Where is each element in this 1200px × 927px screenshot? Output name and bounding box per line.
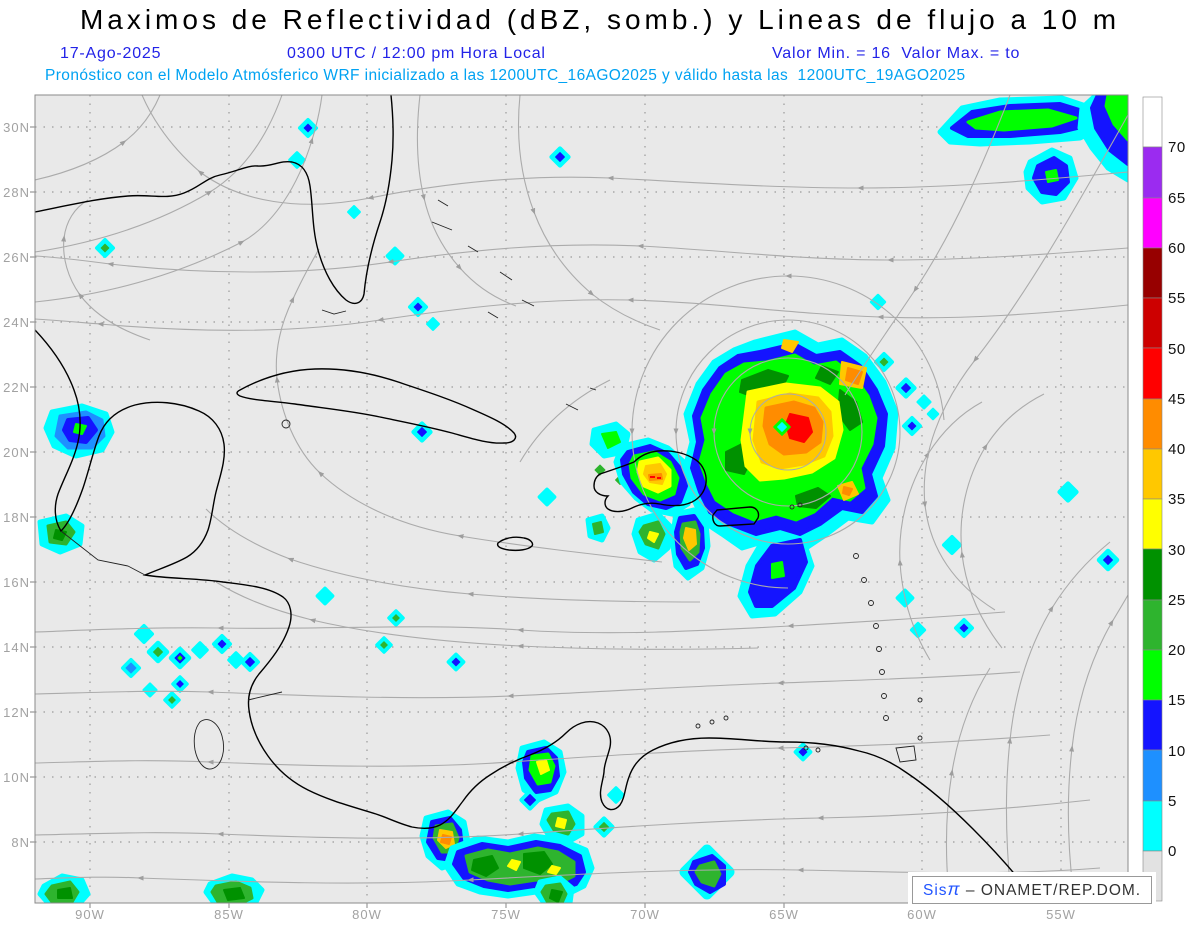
lon-axis-labels: 90W 85W 80W 75W 70W 65W 60W 55W [75, 907, 1076, 922]
colorbar: 70 65 60 55 50 45 40 35 30 25 20 15 10 5… [1142, 96, 1186, 902]
credit-pi-symbol: π [947, 879, 961, 899]
colorbar-segment [1142, 800, 1163, 852]
lat-label: 10N [3, 770, 30, 785]
lat-label: 20N [3, 445, 30, 460]
lat-label: 8N [11, 835, 30, 850]
lesser-antilles-islands [695, 502, 923, 763]
colorbar-segment [1142, 398, 1163, 450]
lon-label: 70W [630, 907, 660, 922]
page-title: Maximos de Reflectividad (dBZ, somb.) y … [79, 4, 1121, 35]
value-extremes: Valor Min. = 16 Valor Max. = to [772, 45, 1021, 62]
lat-label: 16N [3, 575, 30, 590]
credit-brand: Sis [923, 882, 948, 899]
colorbar-tick: 20 [1168, 642, 1186, 659]
lon-label: 85W [214, 907, 244, 922]
lat-label: 26N [3, 250, 30, 265]
colorbar-tick: 65 [1168, 190, 1186, 207]
colorbar-tick: 30 [1168, 542, 1186, 559]
lat-label: 22N [3, 380, 30, 395]
lat-label: 30N [3, 120, 30, 135]
colorbar-segment [1142, 247, 1163, 299]
lat-label: 28N [3, 185, 30, 200]
colorbar-tick: 45 [1168, 391, 1186, 408]
axis-ticks [30, 126, 1062, 908]
valid-date: 17-Ago-2025 [60, 45, 162, 62]
colorbar-tick: 15 [1168, 692, 1186, 709]
model-run-line: Pronóstico con el Modelo Atmósferico WRF… [45, 67, 966, 84]
colorbar-tick: 5 [1168, 793, 1177, 810]
lon-label: 65W [769, 907, 799, 922]
colorbar-segment [1142, 749, 1163, 802]
colorbar-tick: 70 [1168, 139, 1186, 156]
lon-label: 60W [907, 907, 937, 922]
colorbar-segment [1142, 297, 1163, 349]
map-background [35, 95, 1128, 903]
valid-time: 0300 UTC / 12:00 pm Hora Local [287, 45, 546, 62]
colorbar-tick: 55 [1168, 290, 1186, 307]
colorbar-segment [1142, 347, 1163, 400]
lat-axis-labels: 30N 28N 26N 24N 22N 20N 18N 16N 14N 12N … [3, 120, 30, 850]
colorbar-tick: 25 [1168, 592, 1186, 609]
colorbar-tick: 60 [1168, 240, 1186, 257]
credit-org: – ONAMET/REP.DOM. [960, 882, 1142, 899]
colorbar-segment [1142, 96, 1163, 148]
map-frame [34, 94, 1129, 904]
lat-label: 14N [3, 640, 30, 655]
colorbar-segment [1142, 548, 1163, 601]
colorbar-segment [1142, 146, 1163, 199]
colorbar-tick: 50 [1168, 341, 1186, 358]
colorbar-segment [1142, 599, 1163, 651]
colorbar-segment [1142, 699, 1163, 751]
lon-label: 75W [491, 907, 521, 922]
lon-label: 90W [75, 907, 105, 922]
coastlines [35, 95, 1041, 903]
colorbar-tick: 0 [1168, 843, 1177, 860]
lat-label: 18N [3, 510, 30, 525]
streamlines [35, 95, 1128, 903]
colorbar-segment [1142, 448, 1163, 500]
subtitle-row: 17-Ago-2025 0300 UTC / 12:00 pm Hora Loc… [0, 45, 1200, 65]
lat-label: 12N [3, 705, 30, 720]
colorbar-tick: 40 [1168, 441, 1186, 458]
lon-label: 55W [1046, 907, 1076, 922]
colorbar-segment [1142, 649, 1163, 701]
credit-box: Sisπ – ONAMET/REP.DOM. [912, 876, 1153, 904]
colorbar-segment [1142, 498, 1163, 550]
colorbar-tick: 35 [1168, 491, 1186, 508]
lon-label: 80W [352, 907, 382, 922]
lat-label: 24N [3, 315, 30, 330]
colorbar-segment [1142, 197, 1163, 249]
colorbar-tick: 10 [1168, 743, 1186, 760]
